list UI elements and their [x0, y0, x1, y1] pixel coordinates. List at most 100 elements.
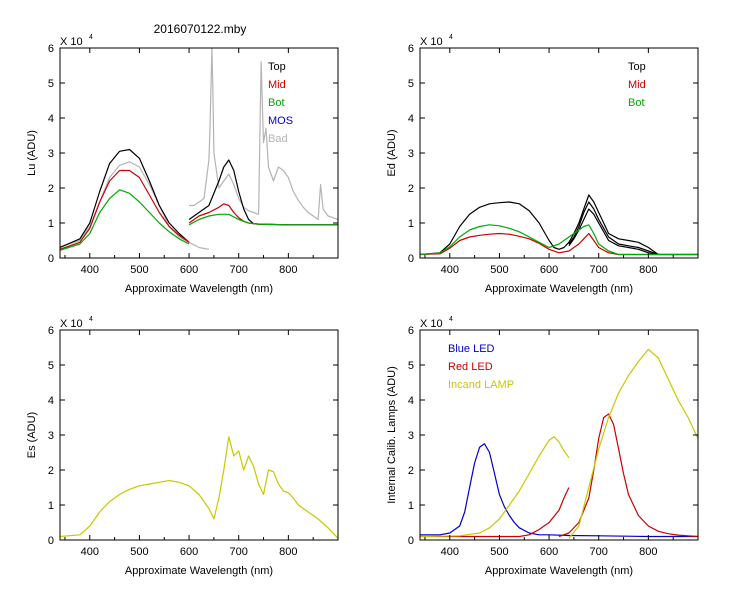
- y-tick-label: 1: [48, 218, 54, 230]
- scale-label: X 10: [420, 318, 443, 330]
- y-axis-label: Internal Calib. Lamps (ADU): [386, 366, 398, 504]
- series-line-red-led-lower: [558, 413, 698, 538]
- series-group: [60, 436, 338, 539]
- x-axis-label: Approximate Wavelength (nm): [125, 565, 273, 577]
- x-tick-label: 600: [540, 264, 558, 276]
- series-line-blue-led: [420, 443, 698, 538]
- x-tick-label: 700: [230, 264, 248, 276]
- scale-label: X 10: [60, 36, 83, 48]
- series-line-bad: [60, 161, 210, 250]
- x-tick-label: 600: [180, 264, 198, 276]
- x-tick-label: 400: [441, 264, 459, 276]
- series-line-mid: [188, 203, 338, 226]
- series-group: [420, 194, 698, 256]
- series-line-top: [568, 208, 659, 256]
- y-tick-label: 4: [48, 113, 54, 125]
- x-tick-label: 400: [81, 264, 99, 276]
- legend-item-top: Top: [628, 61, 646, 73]
- scale-exponent: 4: [89, 316, 93, 323]
- x-tick-label: 800: [639, 546, 657, 558]
- axes-frame: [59, 47, 339, 259]
- y-tick-label: 6: [408, 43, 414, 55]
- y-tick-label: 3: [48, 148, 54, 160]
- series-group: [60, 48, 338, 251]
- legend-item-mid: Mid: [628, 79, 646, 91]
- y-tick-label: 6: [408, 325, 414, 337]
- axes-frame: [419, 47, 699, 259]
- y-tick-label: 2: [48, 465, 54, 477]
- series-line-bot: [188, 213, 338, 226]
- series-line-bot: [420, 224, 698, 256]
- legend-item-mos: MOS: [268, 115, 293, 127]
- series-line-bot: [60, 189, 190, 251]
- chart-lu: 400 500 600 700 800 0 1 2 3 4 5 6 X 10 4 Approximate W…: [26, 34, 339, 295]
- x-tick-label: 400: [81, 546, 99, 558]
- y-tick-label: 3: [48, 430, 54, 442]
- y-tick-label: 0: [408, 253, 414, 265]
- y-tick-label: 4: [408, 395, 414, 407]
- y-tick-label: 0: [48, 535, 54, 547]
- scale-label: X 10: [420, 36, 443, 48]
- y-tick-label: 2: [408, 183, 414, 195]
- legend-item-bot: Bot: [268, 97, 285, 109]
- x-tick-label: 500: [130, 546, 148, 558]
- y-tick-label: 5: [408, 78, 414, 90]
- y-tick-label: 3: [408, 430, 414, 442]
- y-tick-label: 1: [408, 218, 414, 230]
- y-tick-label: 5: [48, 360, 54, 372]
- chart-ed: 400 500 600 700 800 0 1 2 3 4 5 6 X 10 4 Approximate W…: [386, 34, 699, 295]
- chart-lamps: 400 500 600 700 800 0 1 2 3 4 5 6 X 10 4 Approximate W…: [386, 316, 699, 577]
- x-tick-label: 600: [180, 546, 198, 558]
- x-tick-label: 700: [590, 264, 608, 276]
- y-tick-label: 6: [48, 43, 54, 55]
- x-tick-label: 500: [490, 264, 508, 276]
- scale-exponent: 4: [449, 316, 453, 323]
- y-axis-label: Es (ADU): [26, 412, 38, 458]
- series-line-top: [568, 201, 659, 256]
- x-tick-label: 700: [230, 546, 248, 558]
- axes-frame: [59, 329, 339, 541]
- y-tick-label: 0: [408, 535, 414, 547]
- y-tick-label: 0: [48, 253, 54, 265]
- legend-item-top: Top: [268, 61, 286, 73]
- y-tick-label: 3: [408, 148, 414, 160]
- series-line-incand-lamp: [420, 436, 570, 538]
- legend-item-incand-lamp: Incand LAMP: [448, 379, 514, 391]
- x-tick-label: 500: [490, 546, 508, 558]
- scale-label: X 10: [60, 318, 83, 330]
- scale-exponent: 4: [449, 34, 453, 41]
- x-tick-label: 800: [279, 546, 297, 558]
- x-tick-label: 800: [279, 264, 297, 276]
- figure-title: 2016070122.mby: [154, 22, 247, 36]
- series-line-es: [60, 436, 338, 539]
- y-tick-label: 4: [408, 113, 414, 125]
- series-line-bad: [189, 48, 338, 221]
- legend-item-blue-led: Blue LED: [448, 343, 495, 355]
- series-line-top: [60, 148, 190, 249]
- y-tick-label: 1: [408, 500, 414, 512]
- x-tick-label: 600: [540, 546, 558, 558]
- y-axis-label: Ed (ADU): [386, 129, 398, 176]
- y-tick-label: 6: [48, 325, 54, 337]
- x-tick-label: 700: [590, 546, 608, 558]
- y-tick-label: 4: [48, 395, 54, 407]
- x-axis-label: Approximate Wavelength (nm): [485, 283, 633, 295]
- x-tick-label: 400: [441, 546, 459, 558]
- y-axis-label: Lu (ADU): [26, 130, 38, 176]
- x-axis-label: Approximate Wavelength (nm): [125, 283, 273, 295]
- scale-exponent: 4: [89, 34, 93, 41]
- series-line-mid: [60, 169, 190, 250]
- series-group: [420, 348, 698, 539]
- y-tick-label: 1: [48, 500, 54, 512]
- x-tick-label: 800: [639, 264, 657, 276]
- legend-item-bad: Bad: [268, 133, 288, 145]
- series-line-top: [420, 194, 698, 256]
- legend-item-bot: Bot: [628, 97, 645, 109]
- legend-item-red-led: Red LED: [448, 361, 493, 373]
- legend-item-mid: Mid: [268, 79, 286, 91]
- y-tick-label: 2: [48, 183, 54, 195]
- chart-es: 400 500 600 700 800 0 1 2 3 4 5 6 X 10 4 Approximate W…: [26, 316, 339, 577]
- series-line-red-led-lower: [420, 487, 570, 538]
- y-tick-label: 5: [408, 360, 414, 372]
